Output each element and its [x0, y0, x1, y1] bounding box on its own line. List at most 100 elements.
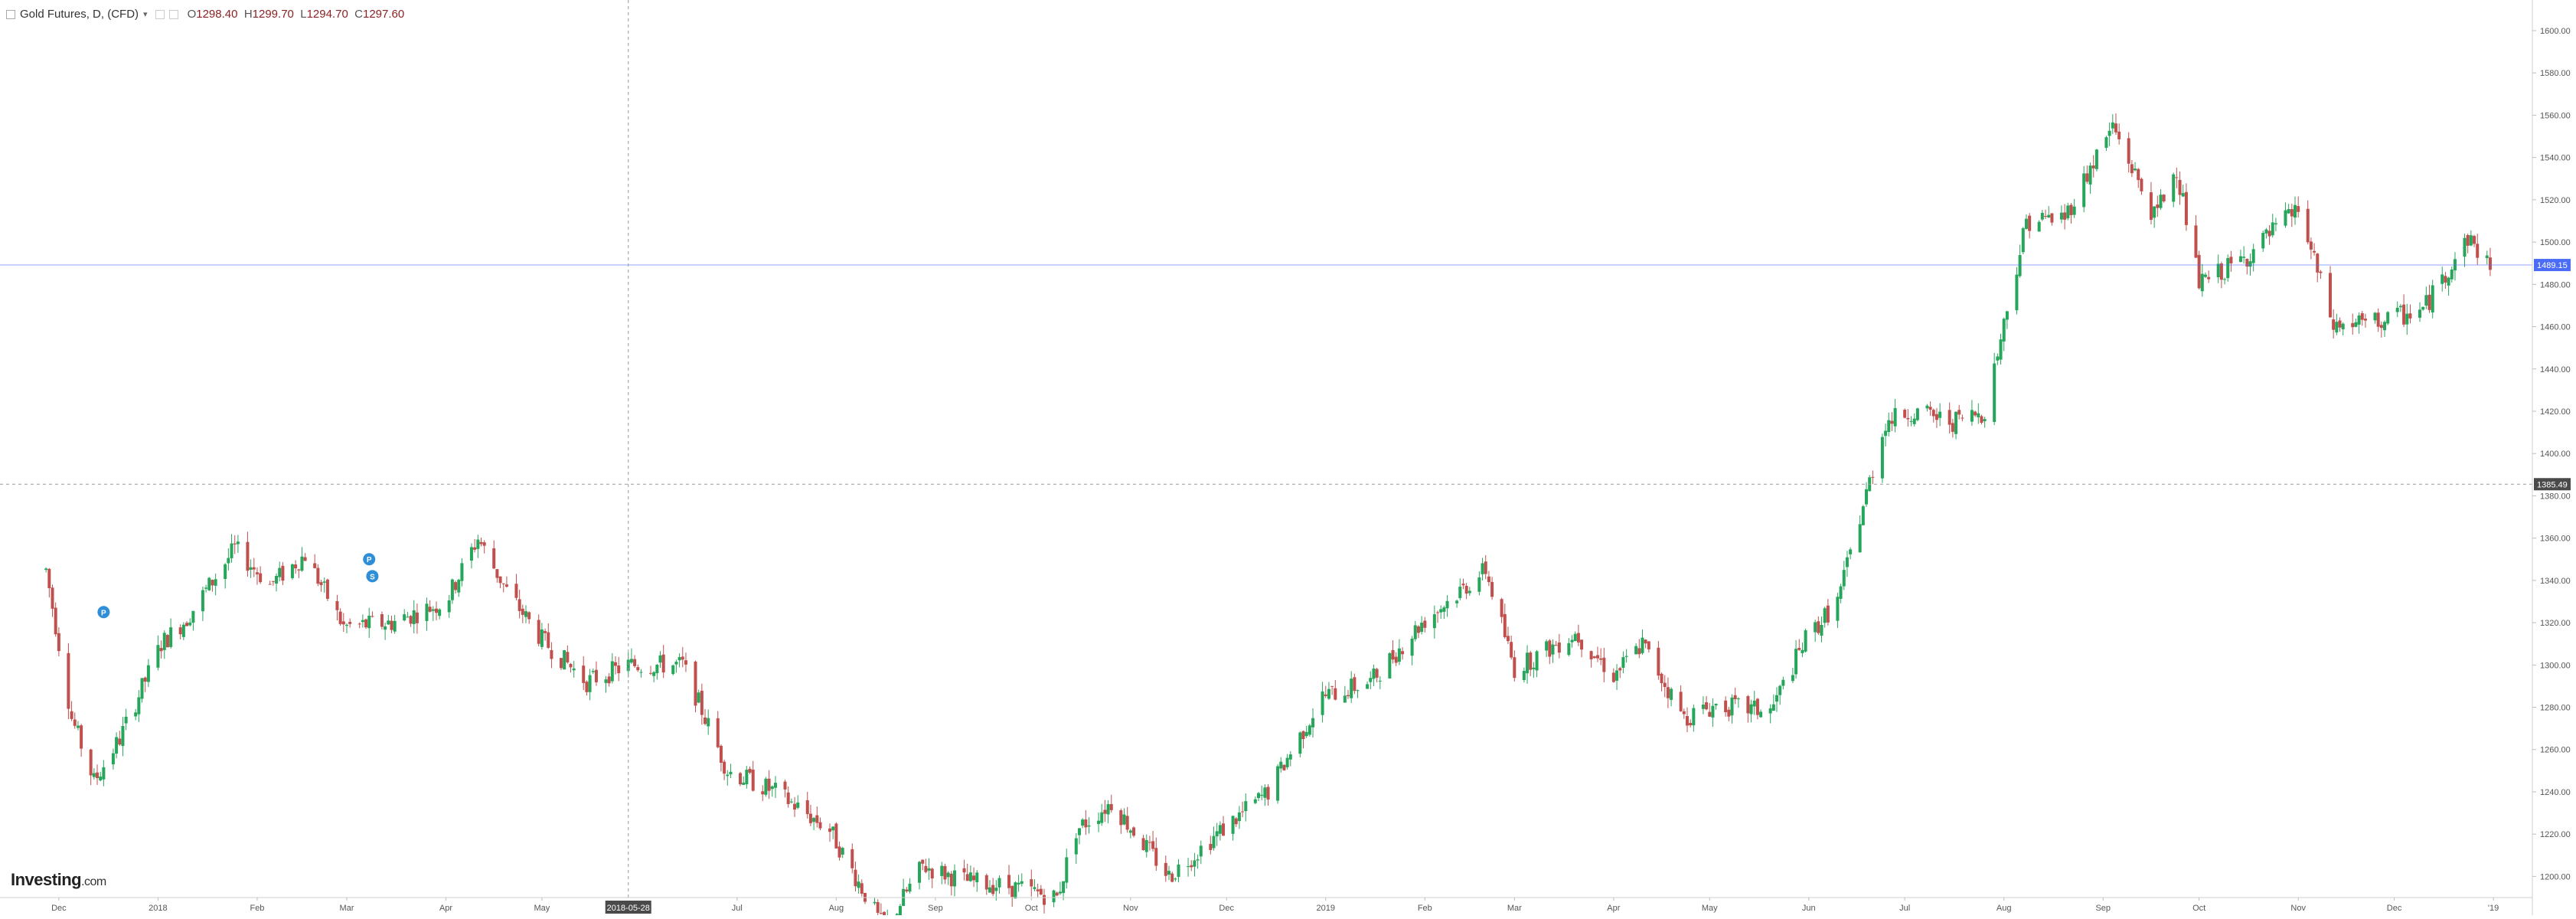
- candle-body: [348, 622, 352, 624]
- candle-body: [2091, 165, 2095, 168]
- candle-body: [1602, 657, 1606, 672]
- candle-body: [1730, 697, 1734, 716]
- candle-body: [1014, 882, 1017, 899]
- candle-body: [2015, 274, 2019, 311]
- candle-body: [2408, 313, 2412, 319]
- brand-logo[interactable]: Investing.com: [11, 870, 106, 890]
- candle-body: [1618, 668, 1622, 671]
- candle-body: [1218, 825, 1222, 834]
- candle-body: [361, 620, 364, 623]
- candle-body: [341, 621, 345, 625]
- candle-body: [1500, 599, 1503, 617]
- candle-body: [1455, 600, 1459, 603]
- candle-body: [1974, 411, 1977, 416]
- candle-body: [1679, 692, 1683, 711]
- candle-body: [629, 659, 633, 663]
- candle-body: [1980, 416, 1983, 424]
- candle-body: [716, 718, 720, 747]
- candle-body: [1660, 673, 1663, 684]
- candle-body: [582, 666, 586, 683]
- candle-body: [1052, 890, 1056, 903]
- candle-body: [614, 662, 618, 666]
- candle-body: [1468, 590, 1471, 594]
- candle-body: [1170, 873, 1174, 882]
- symbol-legend: Gold Futures, D, (CFD) ▾ O1298.40 H1299.…: [6, 8, 404, 21]
- candle-body: [344, 624, 348, 626]
- candle-body: [1263, 787, 1267, 798]
- candle-body: [338, 611, 342, 624]
- candle-body: [268, 584, 272, 585]
- candle-body: [2072, 206, 2076, 215]
- x-tick-label: Mar: [1507, 904, 1522, 913]
- candle-body: [2229, 257, 2233, 263]
- chevron-down-icon[interactable]: ▾: [143, 10, 148, 19]
- candle-body: [940, 865, 944, 876]
- collapse-icon[interactable]: [6, 9, 15, 19]
- candle-body: [403, 614, 406, 621]
- candle-body: [1356, 690, 1360, 692]
- candle-body: [1423, 620, 1427, 628]
- candle-body: [2226, 258, 2230, 279]
- candle-body: [390, 620, 393, 630]
- settings-icon[interactable]: [155, 9, 165, 19]
- candle-body: [994, 888, 998, 891]
- candle-body: [1977, 413, 1980, 417]
- y-tick-label: 1540.00: [2540, 154, 2571, 163]
- candle-body: [1432, 614, 1436, 629]
- crosshair-price-badge: [2534, 478, 2571, 491]
- close-icon[interactable]: [168, 9, 178, 19]
- y-tick-label: 1460.00: [2540, 323, 2571, 332]
- candle-body: [1215, 831, 1219, 836]
- candle-body: [297, 569, 301, 571]
- candle-body: [927, 868, 931, 871]
- event-marker-label: P: [367, 556, 372, 564]
- candle-body: [2242, 257, 2246, 258]
- candle-body: [2117, 131, 2121, 139]
- candle-body: [224, 564, 227, 580]
- candle-body: [118, 738, 122, 745]
- candle-body: [1711, 705, 1715, 718]
- crosshair-date-label: 2018-05-28: [607, 904, 650, 913]
- candle-body: [80, 725, 83, 749]
- candle-body: [1397, 648, 1401, 662]
- candle-body: [2184, 191, 2188, 225]
- candle-body: [514, 584, 518, 598]
- candle-body: [1481, 563, 1484, 574]
- candle-body: [831, 826, 835, 831]
- candle-body: [2088, 165, 2092, 185]
- candle-body: [1413, 625, 1417, 639]
- candle-body: [1865, 489, 1869, 505]
- symbol-title[interactable]: Gold Futures, D, (CFD): [20, 8, 139, 21]
- x-tick-label: Jul: [1899, 904, 1910, 913]
- candle-body: [2261, 233, 2265, 249]
- candle-body: [387, 620, 390, 625]
- candle-body: [527, 612, 531, 620]
- candle-body: [1106, 803, 1110, 815]
- candle-body: [707, 718, 710, 727]
- candle-body: [1657, 647, 1660, 676]
- candle-body: [1298, 732, 1302, 754]
- candle-body: [2418, 309, 2421, 318]
- candle-body: [1119, 810, 1123, 826]
- x-tick-label: Apr: [439, 904, 452, 913]
- candle-body: [457, 580, 461, 593]
- candle-body: [1321, 691, 1324, 715]
- candle-body: [1151, 841, 1155, 849]
- candle-body: [2294, 204, 2297, 218]
- candle-body: [1416, 626, 1420, 633]
- candle-body: [1778, 685, 1782, 695]
- y-tick-label: 1320.00: [2540, 619, 2571, 628]
- candle-body: [873, 901, 877, 904]
- candle-body: [134, 712, 138, 717]
- candle-body: [2351, 322, 2355, 328]
- candle-body: [1545, 641, 1549, 651]
- candle-body: [1746, 696, 1750, 714]
- candle-body: [460, 563, 464, 581]
- candle-body: [808, 813, 812, 823]
- candle-body: [1510, 642, 1513, 658]
- candle-body: [393, 620, 397, 632]
- candle-body: [2271, 222, 2274, 236]
